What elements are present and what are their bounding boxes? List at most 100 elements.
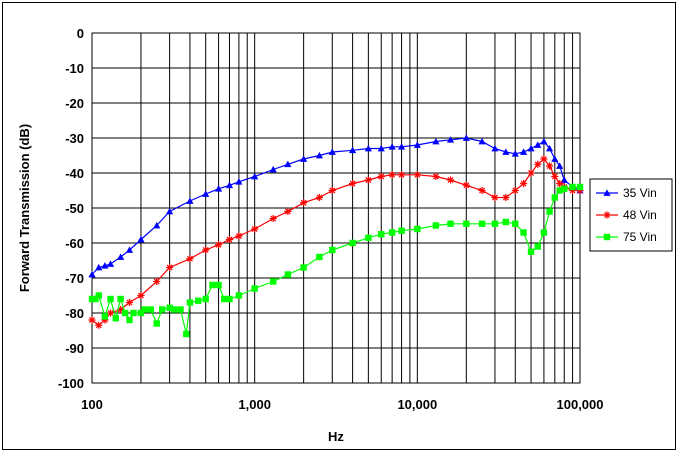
data-point-75-vin [126, 316, 133, 324]
y-tick-label: -50 [65, 201, 84, 216]
data-point-48-vin [225, 235, 234, 244]
data-point-75-vin [153, 320, 160, 327]
y-grid [92, 67, 580, 349]
data-point-48-vin [511, 186, 519, 195]
legend-marker-35-vin [603, 189, 611, 196]
data-point-35-vin [364, 144, 372, 152]
data-point-75-vin [316, 253, 323, 261]
data-point-48-vin [556, 179, 564, 188]
data-point-75-vin [349, 239, 356, 247]
data-point-75-vin [561, 185, 568, 192]
series-35-vin [88, 134, 584, 278]
data-point-48-vin [446, 176, 455, 184]
data-point-75-vin [130, 309, 137, 317]
data-point-35-vin [328, 148, 336, 155]
legend-item-48-vin: 48 Vin [596, 208, 657, 222]
data-point-48-vin [88, 316, 96, 324]
legend: 35 Vin 48 Vin 75 Vin [589, 178, 673, 252]
data-point-75-vin [122, 309, 129, 317]
data-point-75-vin [141, 306, 148, 313]
data-point-75-vin [540, 229, 548, 236]
chart-svg: 0 -10 -20 -30 -40 -50 -60 -70 -80 -90 -100 100 1,00… [17, 26, 673, 444]
legend-marker-75-vin [603, 233, 611, 241]
data-point-48-vin [388, 171, 396, 179]
x-tick-label: 1,000 [238, 397, 271, 412]
data-point-35-vin [269, 165, 277, 173]
data-point-75-vin [447, 220, 454, 227]
data-point-35-vin [478, 137, 486, 145]
data-point-48-vin [502, 193, 510, 202]
y-tick-label: -40 [65, 166, 84, 181]
data-point-75-vin [270, 278, 277, 285]
data-point-48-vin [214, 241, 223, 249]
data-point-48-vin [462, 181, 470, 189]
data-point-48-vin [527, 169, 535, 177]
data-point-35-vin [545, 144, 554, 152]
data-point-48-vin [540, 155, 548, 163]
data-point-48-vin [491, 193, 499, 202]
data-point-48-vin [137, 291, 145, 300]
data-point-48-vin [534, 160, 542, 168]
data-point-75-vin [365, 234, 372, 241]
data-point-35-vin [153, 221, 161, 229]
x-axis-title: Hz [328, 429, 344, 444]
data-point-48-vin [202, 246, 210, 254]
data-point-35-vin [186, 197, 194, 204]
data-point-48-vin [545, 162, 554, 170]
data-point-35-vin [540, 137, 548, 145]
series-75-vin [88, 183, 584, 338]
data-point-48-vin [413, 171, 421, 179]
data-point-75-vin [388, 229, 396, 236]
x-tick-label: 10,000 [397, 397, 437, 412]
data-point-75-vin [221, 295, 228, 303]
data-point-35-vin [117, 253, 125, 260]
data-point-75-vin [251, 285, 258, 292]
series-layer [88, 134, 584, 338]
data-point-75-vin [209, 281, 216, 289]
y-tick-label: -100 [58, 376, 84, 391]
data-point-75-vin [576, 183, 584, 191]
data-point-48-vin [519, 179, 528, 188]
data-point-48-vin [186, 255, 194, 263]
data-point-35-vin [235, 178, 243, 185]
data-point-35-vin [556, 162, 564, 169]
data-point-75-vin [551, 194, 559, 201]
data-point-75-vin [215, 281, 222, 289]
data-point-75-vin [147, 306, 155, 313]
y-tick-label: -30 [65, 131, 84, 146]
data-point-75-vin [195, 297, 202, 304]
data-point-48-vin [551, 172, 559, 181]
data-point-75-vin [92, 295, 99, 303]
data-point-35-vin [101, 262, 109, 269]
data-point-35-vin [432, 137, 440, 145]
data-point-48-vin [166, 263, 174, 272]
data-point-35-vin [462, 134, 470, 141]
series-48-vin [88, 155, 584, 329]
data-point-75-vin [112, 315, 119, 322]
data-point-48-vin [235, 232, 243, 240]
data-point-35-vin [202, 190, 210, 197]
data-point-35-vin [534, 141, 542, 148]
plot-border [91, 32, 581, 384]
data-point-75-vin [226, 295, 233, 303]
data-point-75-vin [556, 187, 563, 194]
y-tick-label: -90 [65, 341, 84, 356]
legend-label-35-vin: 35 Vin [623, 186, 657, 200]
data-point-75-vin [534, 243, 541, 250]
data-point-35-vin [397, 143, 406, 150]
data-point-48-vin [397, 171, 406, 179]
data-point-75-vin [183, 330, 190, 338]
data-point-35-vin [527, 144, 535, 152]
data-point-35-vin [446, 136, 455, 143]
data-point-75-vin [117, 295, 124, 303]
data-point-48-vin [328, 186, 336, 195]
y-tick-label: 0 [77, 26, 84, 41]
data-point-75-vin [88, 295, 96, 303]
data-point-75-vin [235, 292, 243, 299]
data-point-48-vin [364, 176, 372, 184]
data-point-48-vin [315, 193, 323, 202]
data-point-75-vin [166, 304, 173, 311]
data-point-75-vin [101, 313, 109, 320]
data-point-48-vin [106, 309, 115, 317]
data-point-35-vin [377, 144, 385, 152]
